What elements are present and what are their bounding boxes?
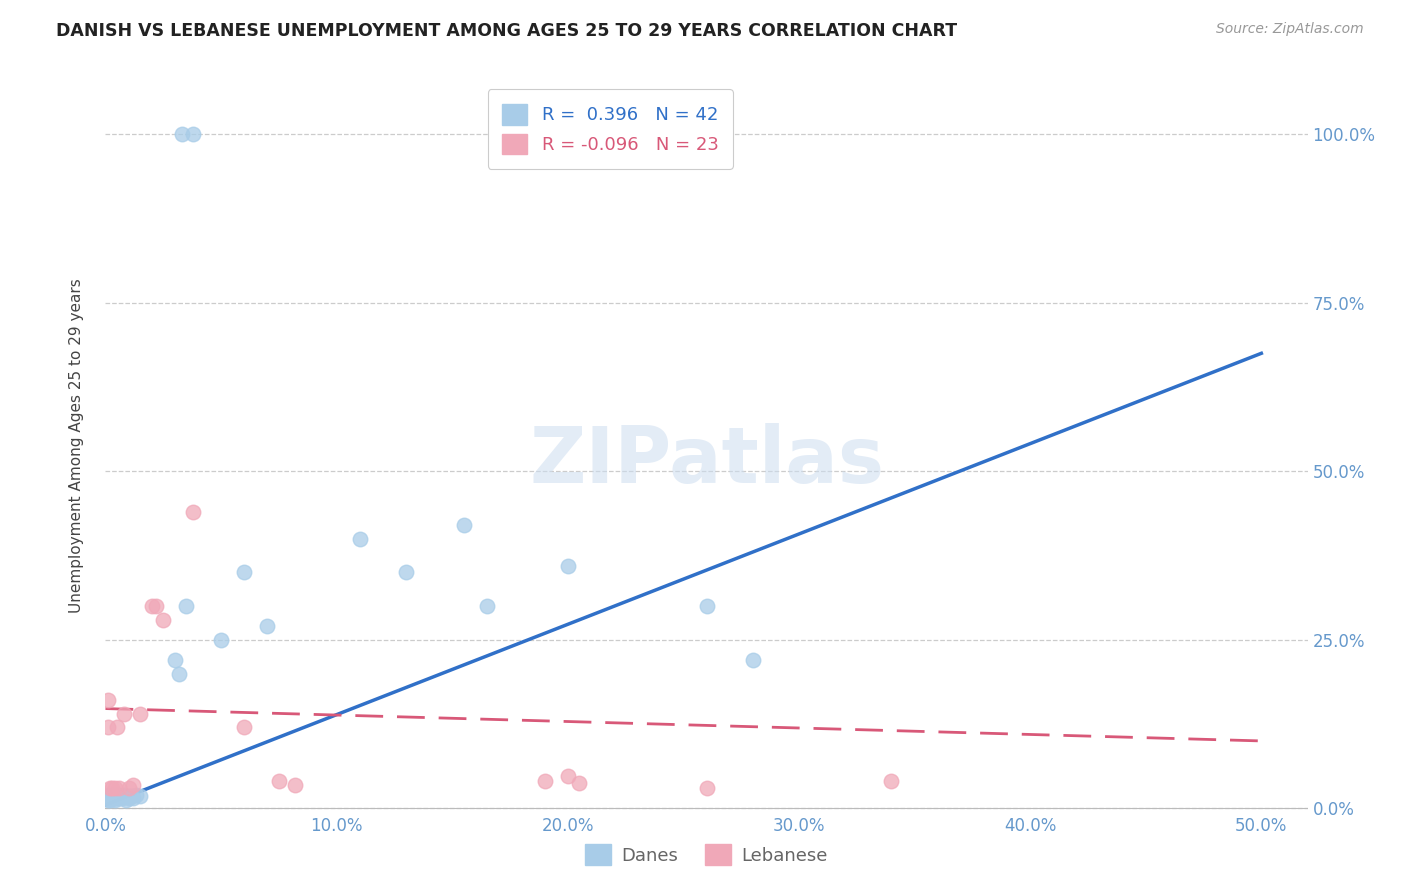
Point	[115, 793, 138, 807]
Point	[695, 599, 717, 613]
Point	[105, 721, 128, 735]
Point	[108, 791, 131, 805]
Point	[176, 599, 198, 613]
Point	[145, 599, 167, 613]
Point	[101, 789, 124, 804]
Point	[163, 653, 186, 667]
Point	[568, 776, 591, 790]
Point	[169, 666, 191, 681]
Point	[112, 788, 135, 802]
Point	[97, 793, 120, 807]
Point	[453, 518, 475, 533]
Point	[533, 774, 555, 789]
Text: DANISH VS LEBANESE UNEMPLOYMENT AMONG AGES 25 TO 29 YEARS CORRELATION CHART: DANISH VS LEBANESE UNEMPLOYMENT AMONG AG…	[56, 22, 957, 40]
Point	[122, 791, 145, 805]
Point	[112, 789, 135, 804]
Point	[98, 791, 121, 805]
Point	[141, 599, 163, 613]
Text: Source: ZipAtlas.com: Source: ZipAtlas.com	[1216, 22, 1364, 37]
Point	[112, 706, 135, 721]
Point	[108, 781, 131, 796]
Point	[181, 505, 204, 519]
Point	[101, 788, 124, 802]
Point	[97, 791, 120, 805]
Point	[101, 791, 124, 805]
Point	[98, 793, 121, 807]
Point	[741, 653, 763, 667]
Legend: Danes, Lebanese: Danes, Lebanese	[578, 837, 835, 872]
Point	[97, 721, 120, 735]
Point	[120, 789, 142, 804]
Point	[233, 566, 256, 580]
Point	[104, 791, 127, 805]
Point	[97, 788, 120, 802]
Point	[105, 791, 128, 805]
Point	[256, 619, 278, 633]
Point	[97, 693, 120, 707]
Point	[170, 127, 193, 141]
Point	[111, 791, 134, 805]
Point	[108, 788, 131, 802]
Point	[267, 774, 290, 789]
Point	[209, 632, 232, 647]
Point	[104, 789, 127, 804]
Y-axis label: Unemployment Among Ages 25 to 29 years: Unemployment Among Ages 25 to 29 years	[69, 278, 84, 614]
Point	[557, 558, 579, 573]
Point	[101, 781, 124, 796]
Point	[98, 789, 121, 804]
Point	[475, 599, 498, 613]
Point	[117, 791, 139, 805]
Point	[124, 788, 146, 802]
Point	[284, 778, 307, 792]
Point	[104, 793, 127, 807]
Point	[181, 127, 204, 141]
Point	[395, 566, 418, 580]
Point	[105, 788, 128, 802]
Point	[129, 789, 152, 804]
Point	[233, 721, 256, 735]
Point	[695, 781, 717, 796]
Point	[117, 789, 139, 804]
Point	[105, 789, 128, 804]
Point	[129, 706, 152, 721]
Point	[117, 781, 139, 796]
Point	[880, 774, 903, 789]
Text: ZIPatlas: ZIPatlas	[529, 423, 884, 499]
Point	[557, 769, 579, 783]
Point	[104, 781, 127, 796]
Point	[122, 778, 145, 792]
Point	[152, 613, 174, 627]
Point	[349, 532, 371, 546]
Point	[98, 781, 121, 796]
